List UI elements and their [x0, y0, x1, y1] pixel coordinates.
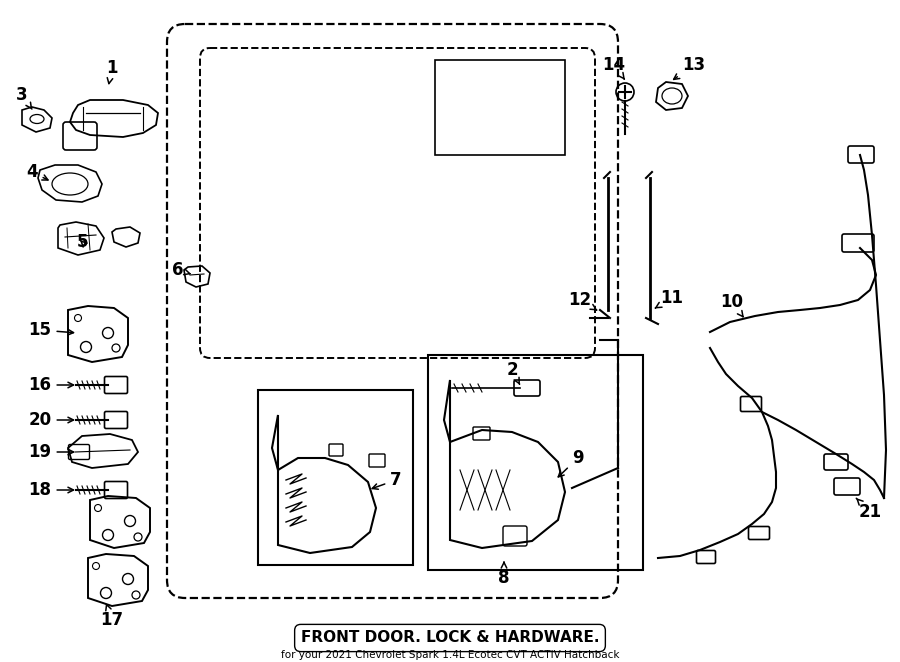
Text: 2: 2: [506, 361, 519, 385]
Text: 17: 17: [101, 604, 123, 629]
Bar: [428, 355, 643, 570]
Text: 3: 3: [16, 86, 32, 109]
Text: 8: 8: [499, 563, 509, 587]
Text: 6: 6: [172, 261, 190, 279]
Text: 15: 15: [29, 321, 74, 339]
FancyBboxPatch shape: [435, 60, 565, 155]
Text: 12: 12: [569, 291, 597, 310]
Text: 10: 10: [721, 293, 743, 316]
Text: 16: 16: [29, 376, 74, 394]
Text: 11: 11: [655, 289, 683, 308]
Bar: [258, 390, 413, 565]
Text: 18: 18: [29, 481, 74, 499]
Text: 4: 4: [26, 163, 48, 181]
Text: 5: 5: [76, 233, 88, 251]
Text: 21: 21: [856, 498, 882, 521]
Text: 19: 19: [29, 443, 74, 461]
Text: 13: 13: [674, 56, 706, 79]
Text: 9: 9: [558, 449, 584, 477]
Text: for your 2021 Chevrolet Spark 1.4L Ecotec CVT ACTIV Hatchback: for your 2021 Chevrolet Spark 1.4L Ecote…: [281, 650, 619, 660]
Text: FRONT DOOR. LOCK & HARDWARE.: FRONT DOOR. LOCK & HARDWARE.: [301, 630, 599, 645]
Text: 20: 20: [29, 411, 74, 429]
Text: 7: 7: [373, 471, 401, 489]
Text: 14: 14: [602, 56, 626, 79]
Text: 1: 1: [106, 59, 118, 83]
